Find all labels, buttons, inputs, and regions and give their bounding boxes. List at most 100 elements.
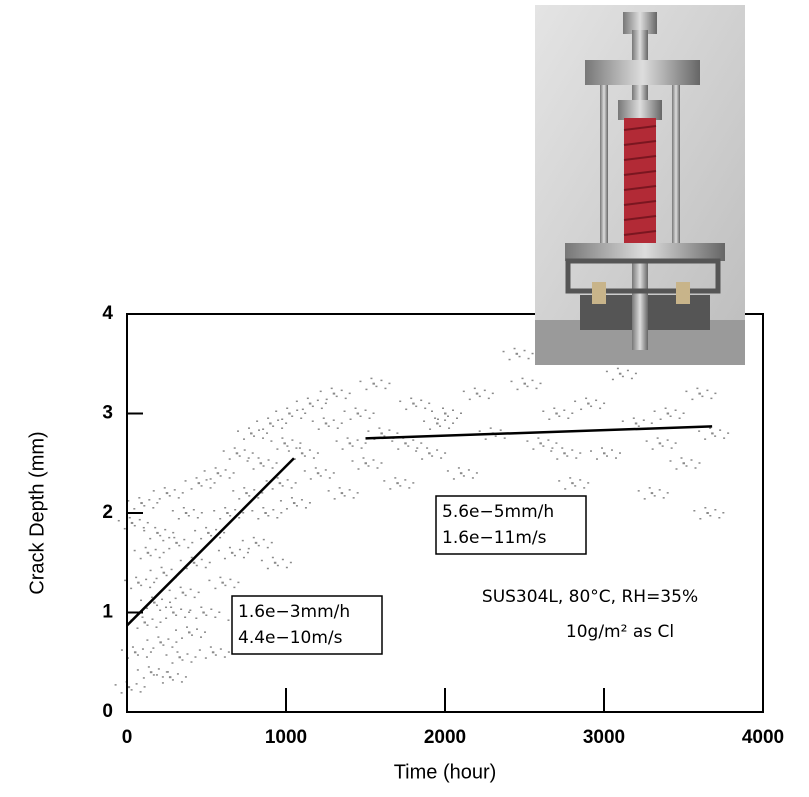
point-dot (214, 467, 217, 469)
point-dot (140, 584, 143, 587)
point-dot (267, 417, 270, 419)
point-dot (251, 510, 254, 512)
point-dot (140, 502, 143, 505)
point-dot (658, 442, 662, 445)
point-dot (223, 656, 226, 658)
point-dot (171, 510, 174, 512)
point-dot (193, 596, 196, 599)
point-dot (248, 495, 251, 497)
point-dot (343, 495, 346, 497)
point-dot (184, 676, 187, 678)
point-dot (226, 512, 229, 514)
point-dot (181, 659, 184, 661)
point-dot (518, 355, 521, 358)
point-dot (678, 417, 681, 419)
point (237, 427, 269, 440)
point (383, 477, 415, 490)
point (241, 536, 273, 550)
point-dot (483, 389, 486, 392)
point (446, 467, 478, 480)
point-dot (301, 408, 304, 411)
point-dot (214, 587, 217, 590)
point-dot (146, 639, 149, 641)
point-dot (421, 458, 424, 460)
point-dot (204, 657, 207, 659)
point (171, 507, 203, 520)
point (251, 507, 283, 520)
point-dot (404, 442, 407, 445)
point-dot (332, 472, 335, 474)
point-dot (675, 468, 678, 470)
point-dot (499, 429, 502, 431)
point-dot (152, 507, 155, 509)
point-dot (210, 534, 213, 537)
point-dot (710, 397, 713, 400)
y-tick-label: 1 (102, 602, 113, 623)
point-dot (279, 500, 282, 502)
point-dot (666, 412, 670, 415)
point-dot (341, 448, 344, 450)
point-dot (356, 412, 360, 415)
point-dot (166, 671, 169, 673)
point-dot (370, 377, 373, 380)
point-dot (242, 556, 245, 559)
point (127, 497, 159, 510)
point-dot (300, 452, 304, 455)
point-dot (643, 498, 646, 500)
point-dot (259, 462, 263, 465)
point-dot (704, 438, 707, 440)
point-dot (188, 631, 191, 634)
point-dot (133, 524, 136, 527)
point-dot (194, 656, 197, 658)
point-dot (159, 641, 162, 644)
point-dot (165, 654, 168, 656)
point-dot (428, 402, 431, 405)
rate-label: 1.6e−3mm/h (238, 602, 350, 622)
point-dot (203, 470, 206, 472)
point-dot (603, 402, 606, 405)
point (510, 377, 542, 391)
point-dot (405, 408, 408, 411)
point-dot (491, 392, 494, 395)
point-dot (175, 614, 178, 616)
point-dot (484, 438, 487, 440)
point (175, 626, 207, 639)
apparatus-photo (535, 5, 745, 365)
point-dot (234, 509, 237, 511)
point-dot (168, 536, 171, 539)
point-dot (314, 467, 317, 469)
point-dot (155, 674, 158, 676)
point-dot (502, 350, 505, 353)
point-dot (397, 448, 400, 450)
point-dot (241, 539, 244, 542)
point-dot (165, 617, 168, 619)
point-dot (172, 611, 175, 614)
point-dot (503, 437, 506, 439)
point-dot (319, 475, 322, 477)
point-dot (714, 435, 717, 437)
point-dot (372, 459, 375, 461)
point-dot (626, 369, 629, 372)
point-dot (237, 581, 240, 584)
point-dot (167, 638, 170, 640)
point-dot (685, 465, 688, 467)
point-dot (296, 409, 299, 411)
point-dot (233, 586, 236, 589)
point-dot (205, 526, 208, 529)
point-dot (436, 422, 439, 425)
point-dot (616, 367, 619, 370)
point-dot (138, 518, 141, 521)
point-dot (204, 631, 207, 633)
point-dot (404, 479, 407, 481)
point-dot (462, 390, 465, 393)
point-dot (579, 479, 582, 481)
point-dot (391, 440, 394, 442)
point-dot (473, 387, 476, 390)
point (319, 387, 351, 401)
point-dot (569, 477, 572, 479)
point-dot (656, 437, 659, 439)
point-dot (335, 395, 338, 398)
condition-label: 10g/m² as Cl (566, 622, 674, 642)
point-dot (177, 497, 180, 499)
point-dot (436, 449, 439, 451)
